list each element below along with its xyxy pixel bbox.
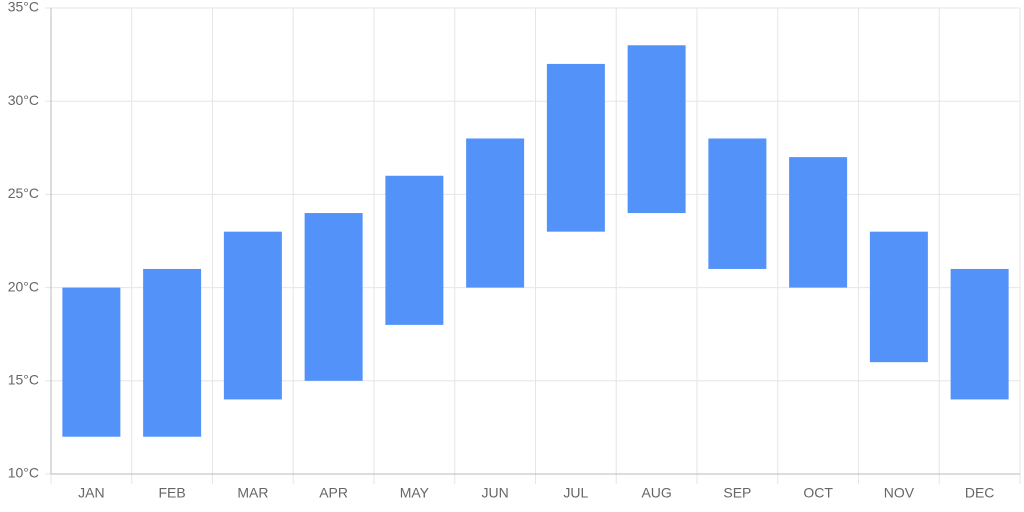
y-tick-label: 25°C xyxy=(8,185,39,201)
bar xyxy=(62,287,121,437)
bar xyxy=(546,63,605,232)
x-tick-label: NOV xyxy=(884,485,915,501)
bar xyxy=(223,231,282,400)
bar xyxy=(708,138,767,269)
x-tick-label: OCT xyxy=(803,485,833,501)
y-tick-label: 30°C xyxy=(8,92,39,108)
y-tick-label: 35°C xyxy=(8,0,39,15)
x-tick-label: JAN xyxy=(78,485,104,501)
x-tick-label: JUL xyxy=(563,485,588,501)
bar xyxy=(869,231,928,363)
y-tick-label: 15°C xyxy=(8,372,39,388)
x-tick-label: MAR xyxy=(237,485,268,501)
x-tick-label: FEB xyxy=(159,485,186,501)
x-tick-label: MAY xyxy=(400,485,430,501)
x-tick-label: APR xyxy=(319,485,348,501)
x-tick-label: AUG xyxy=(641,485,671,501)
bar xyxy=(466,138,525,288)
y-tick-label: 20°C xyxy=(8,278,39,294)
bar xyxy=(143,268,202,437)
bar xyxy=(627,45,686,214)
x-tick-label: SEP xyxy=(723,485,751,501)
x-tick-label: JUN xyxy=(482,485,509,501)
bar xyxy=(950,268,1009,400)
bar xyxy=(385,175,444,325)
bar xyxy=(789,157,848,288)
bar xyxy=(304,213,363,381)
x-tick-label: DEC xyxy=(965,485,995,501)
y-tick-label: 10°C xyxy=(8,465,39,481)
